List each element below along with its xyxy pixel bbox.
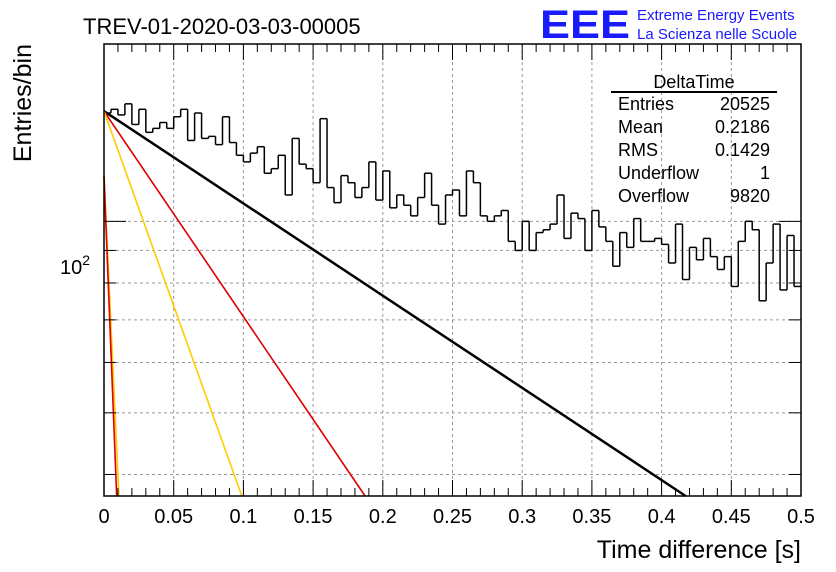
- histogram-bars: [104, 103, 801, 302]
- fit-line: [103, 110, 366, 497]
- fit-line: [103, 110, 687, 498]
- x-tick-label: 0.4: [648, 506, 676, 528]
- y-tick-exponent: 2: [82, 252, 90, 268]
- x-tick-label: 0.5: [787, 506, 815, 528]
- x-tick-label: 0.05: [154, 506, 193, 528]
- chart-title: TREV-01-2020-03-03-00005: [83, 14, 361, 39]
- y-tick-base: 10: [60, 257, 82, 279]
- stats-row-value: 0.2186: [715, 117, 770, 137]
- logo-line1: Extreme Energy Events: [637, 7, 795, 24]
- x-tick-label: 0.3: [508, 506, 536, 528]
- stats-box: DeltaTime Entries 20525 Mean 0.2186 RMS 0.142…: [611, 72, 777, 206]
- stats-row-value: 9820: [730, 186, 770, 206]
- x-tick-label: 0.2: [369, 506, 397, 528]
- stats-row-label: Overflow: [618, 186, 690, 206]
- fit-lines: [103, 110, 687, 498]
- grid-lines: [104, 44, 801, 496]
- logo-line2: La Scienza nelle Scuole: [637, 26, 797, 43]
- x-tick-label: 0.25: [433, 506, 472, 528]
- logo-mark: EEE: [540, 3, 630, 47]
- eee-logo: EEE Extreme Energy Events La Scienza nel…: [540, 3, 797, 47]
- fit-line: [103, 110, 243, 497]
- stats-row-value: 20525: [720, 94, 770, 114]
- stats-title: DeltaTime: [653, 72, 734, 92]
- x-tick-label: 0.35: [572, 506, 611, 528]
- x-tick-label: 0: [98, 506, 109, 528]
- stats-row-value: 0.1429: [715, 140, 770, 160]
- stats-row-label: RMS: [618, 140, 658, 160]
- x-tick-label: 0.1: [229, 506, 257, 528]
- stats-rows: Entries 20525 Mean 0.2186 RMS 0.1429 Underflow…: [618, 94, 770, 206]
- stats-row-label: Entries: [618, 94, 674, 114]
- y-tick-label: 102: [60, 252, 90, 279]
- x-tick-label: 0.15: [294, 506, 333, 528]
- stats-row-label: Mean: [618, 117, 663, 137]
- stats-row-value: 1: [760, 163, 770, 183]
- x-tick-labels: 0 0.05 0.1 0.15 0.2 0.25 0.3 0.35 0.4 0.45 0.5: [98, 506, 814, 528]
- axis-ticks: [103, 44, 802, 496]
- x-tick-label: 0.45: [712, 506, 751, 528]
- x-axis-label: Time difference [s]: [597, 536, 801, 564]
- y-axis-label: Entries/bin: [9, 44, 37, 162]
- fit-line: [103, 175, 118, 497]
- stats-row-label: Underflow: [618, 163, 700, 183]
